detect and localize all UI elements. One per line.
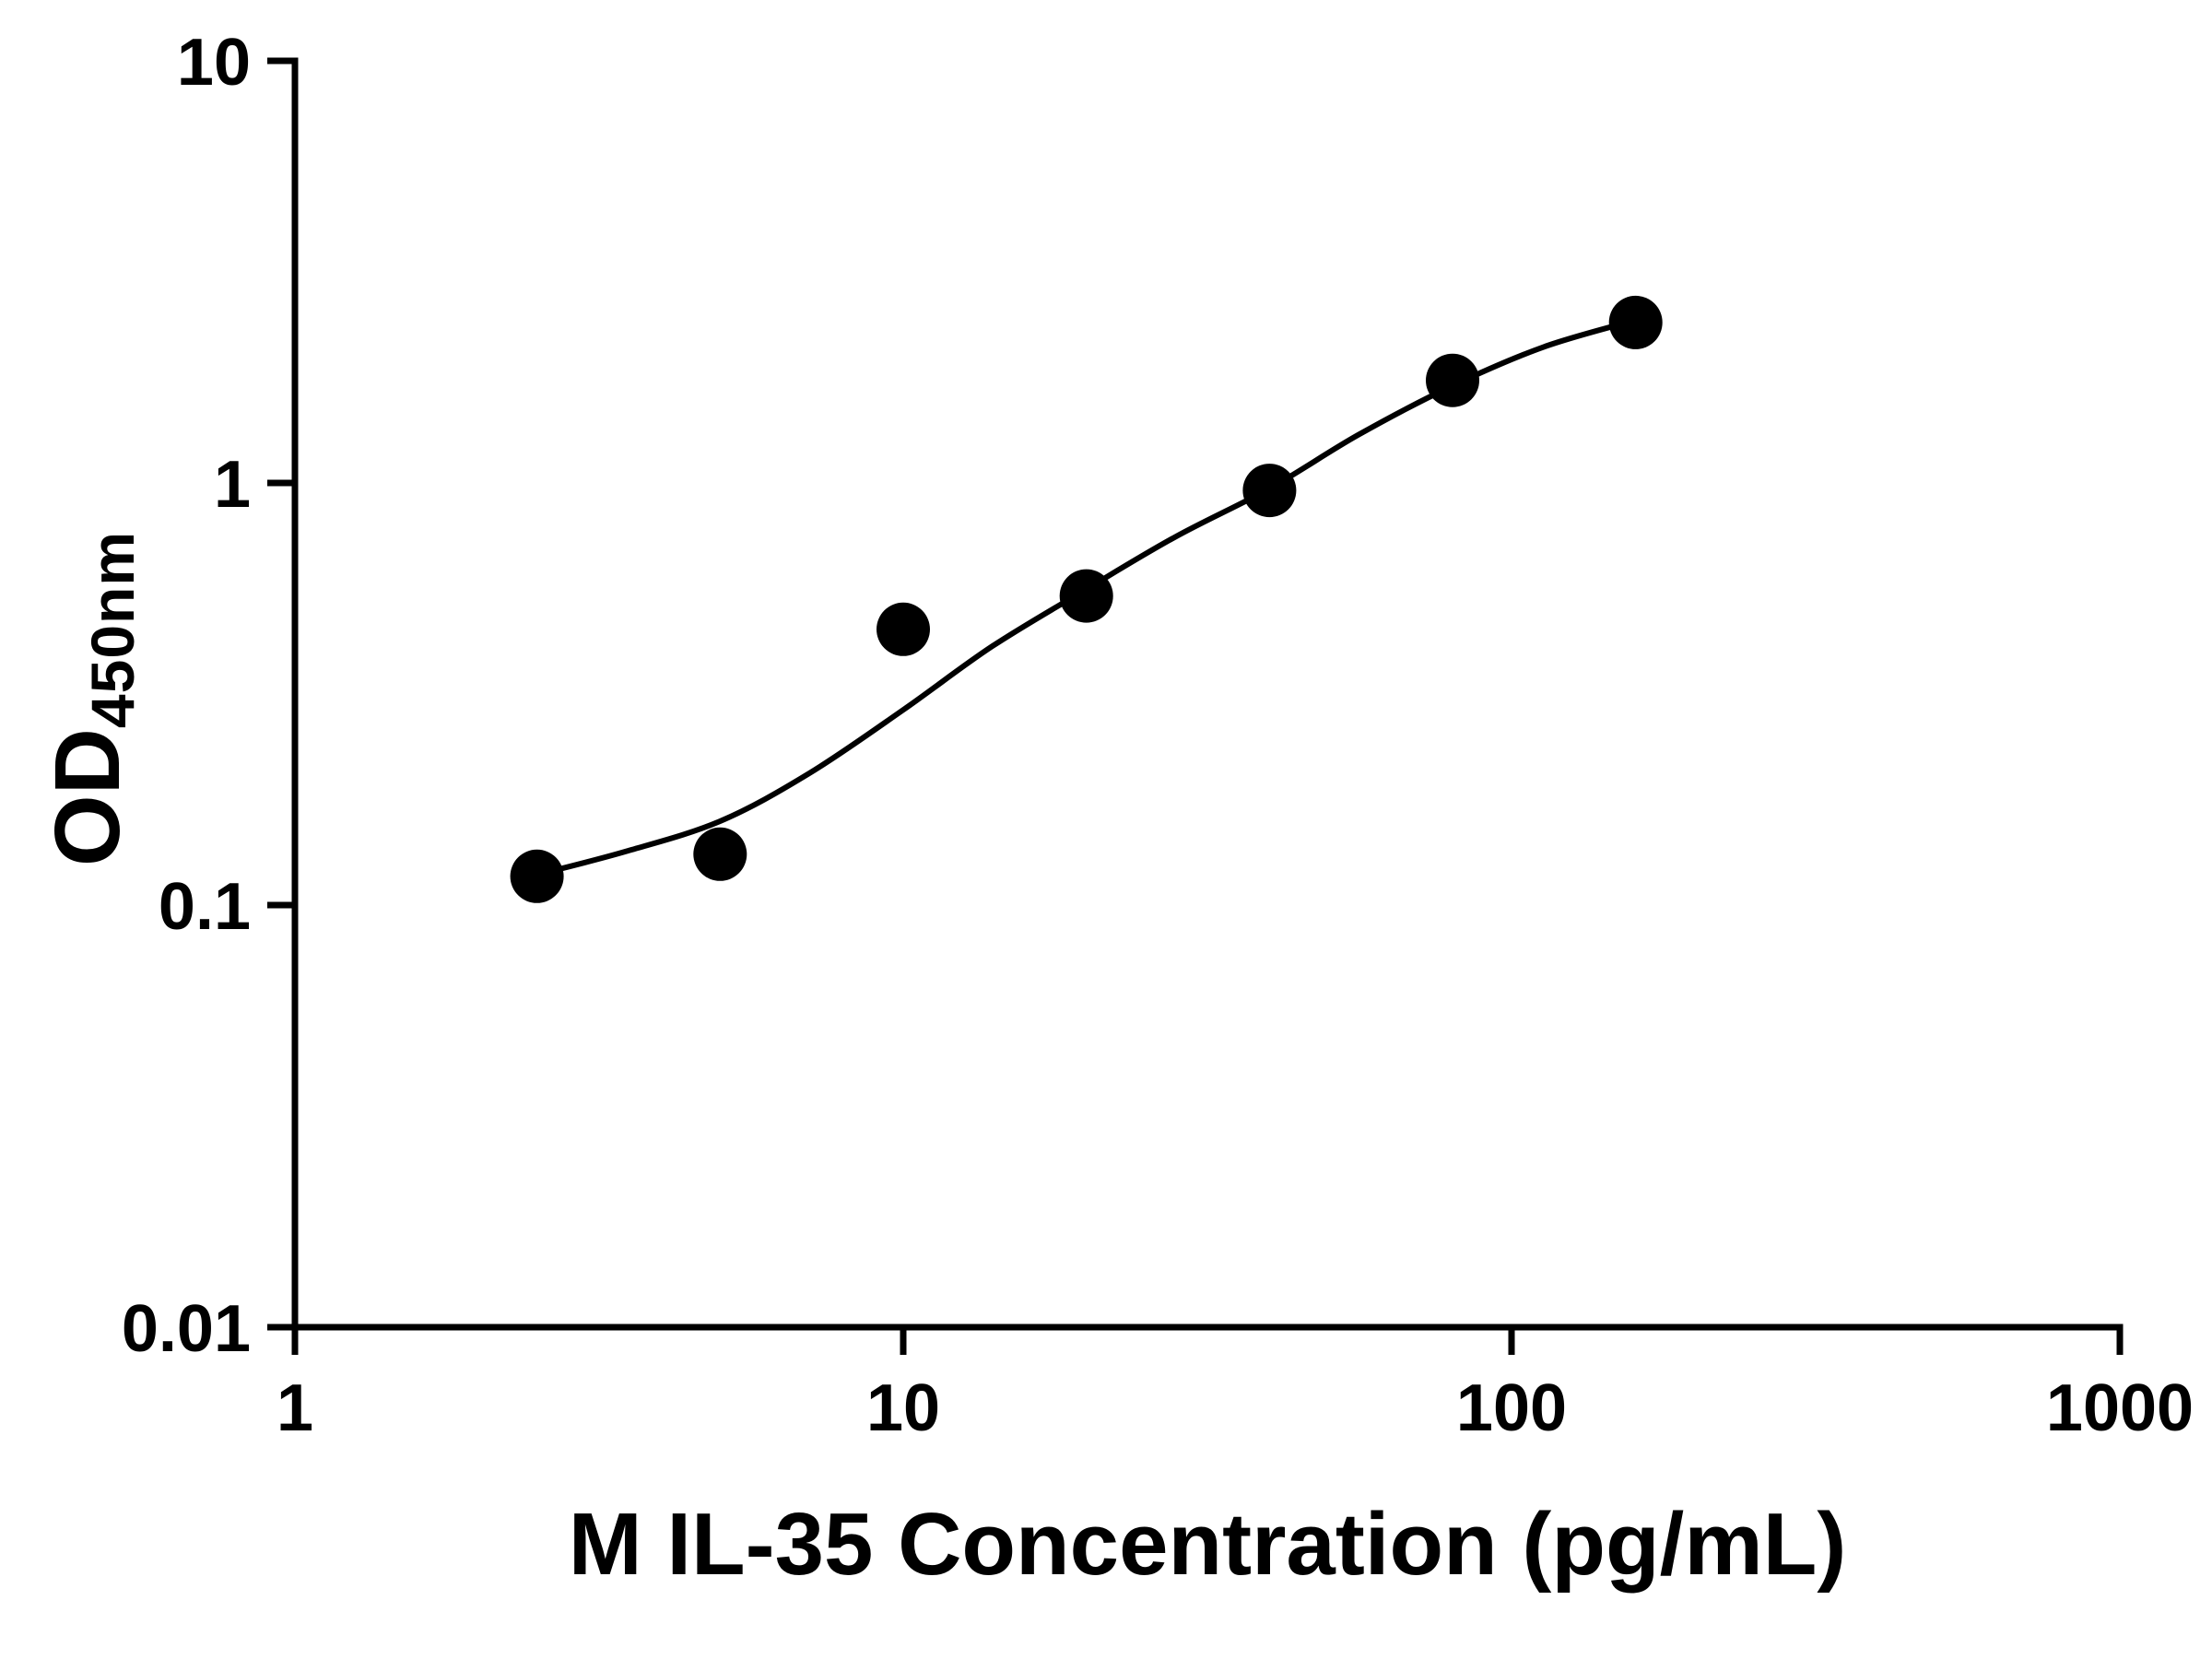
- x-tick-label: 100: [1456, 1371, 1567, 1445]
- x-tick-label: 1000: [2046, 1371, 2194, 1445]
- x-tick-label: 10: [866, 1371, 940, 1445]
- y-tick-label: 0.1: [159, 870, 251, 944]
- y-tick-label: 10: [177, 26, 251, 100]
- y-axis-label-main: OD: [36, 728, 139, 867]
- y-axis-label: OD450nm: [36, 531, 147, 866]
- x-axis-label: M IL-35 Concentration (pg/mL): [568, 1495, 1847, 1594]
- data-point: [877, 602, 930, 656]
- y-tick-label: 0.01: [122, 1292, 251, 1366]
- data-point: [510, 849, 564, 903]
- y-tick-label: 1: [214, 448, 251, 522]
- x-tick-label: 1: [276, 1371, 313, 1445]
- data-point: [1426, 353, 1479, 407]
- data-point: [1059, 569, 1113, 623]
- data-point: [693, 827, 747, 881]
- y-axis-label-subscript: 450nm: [78, 530, 147, 729]
- data-point: [1608, 295, 1663, 349]
- data-point: [1242, 464, 1297, 518]
